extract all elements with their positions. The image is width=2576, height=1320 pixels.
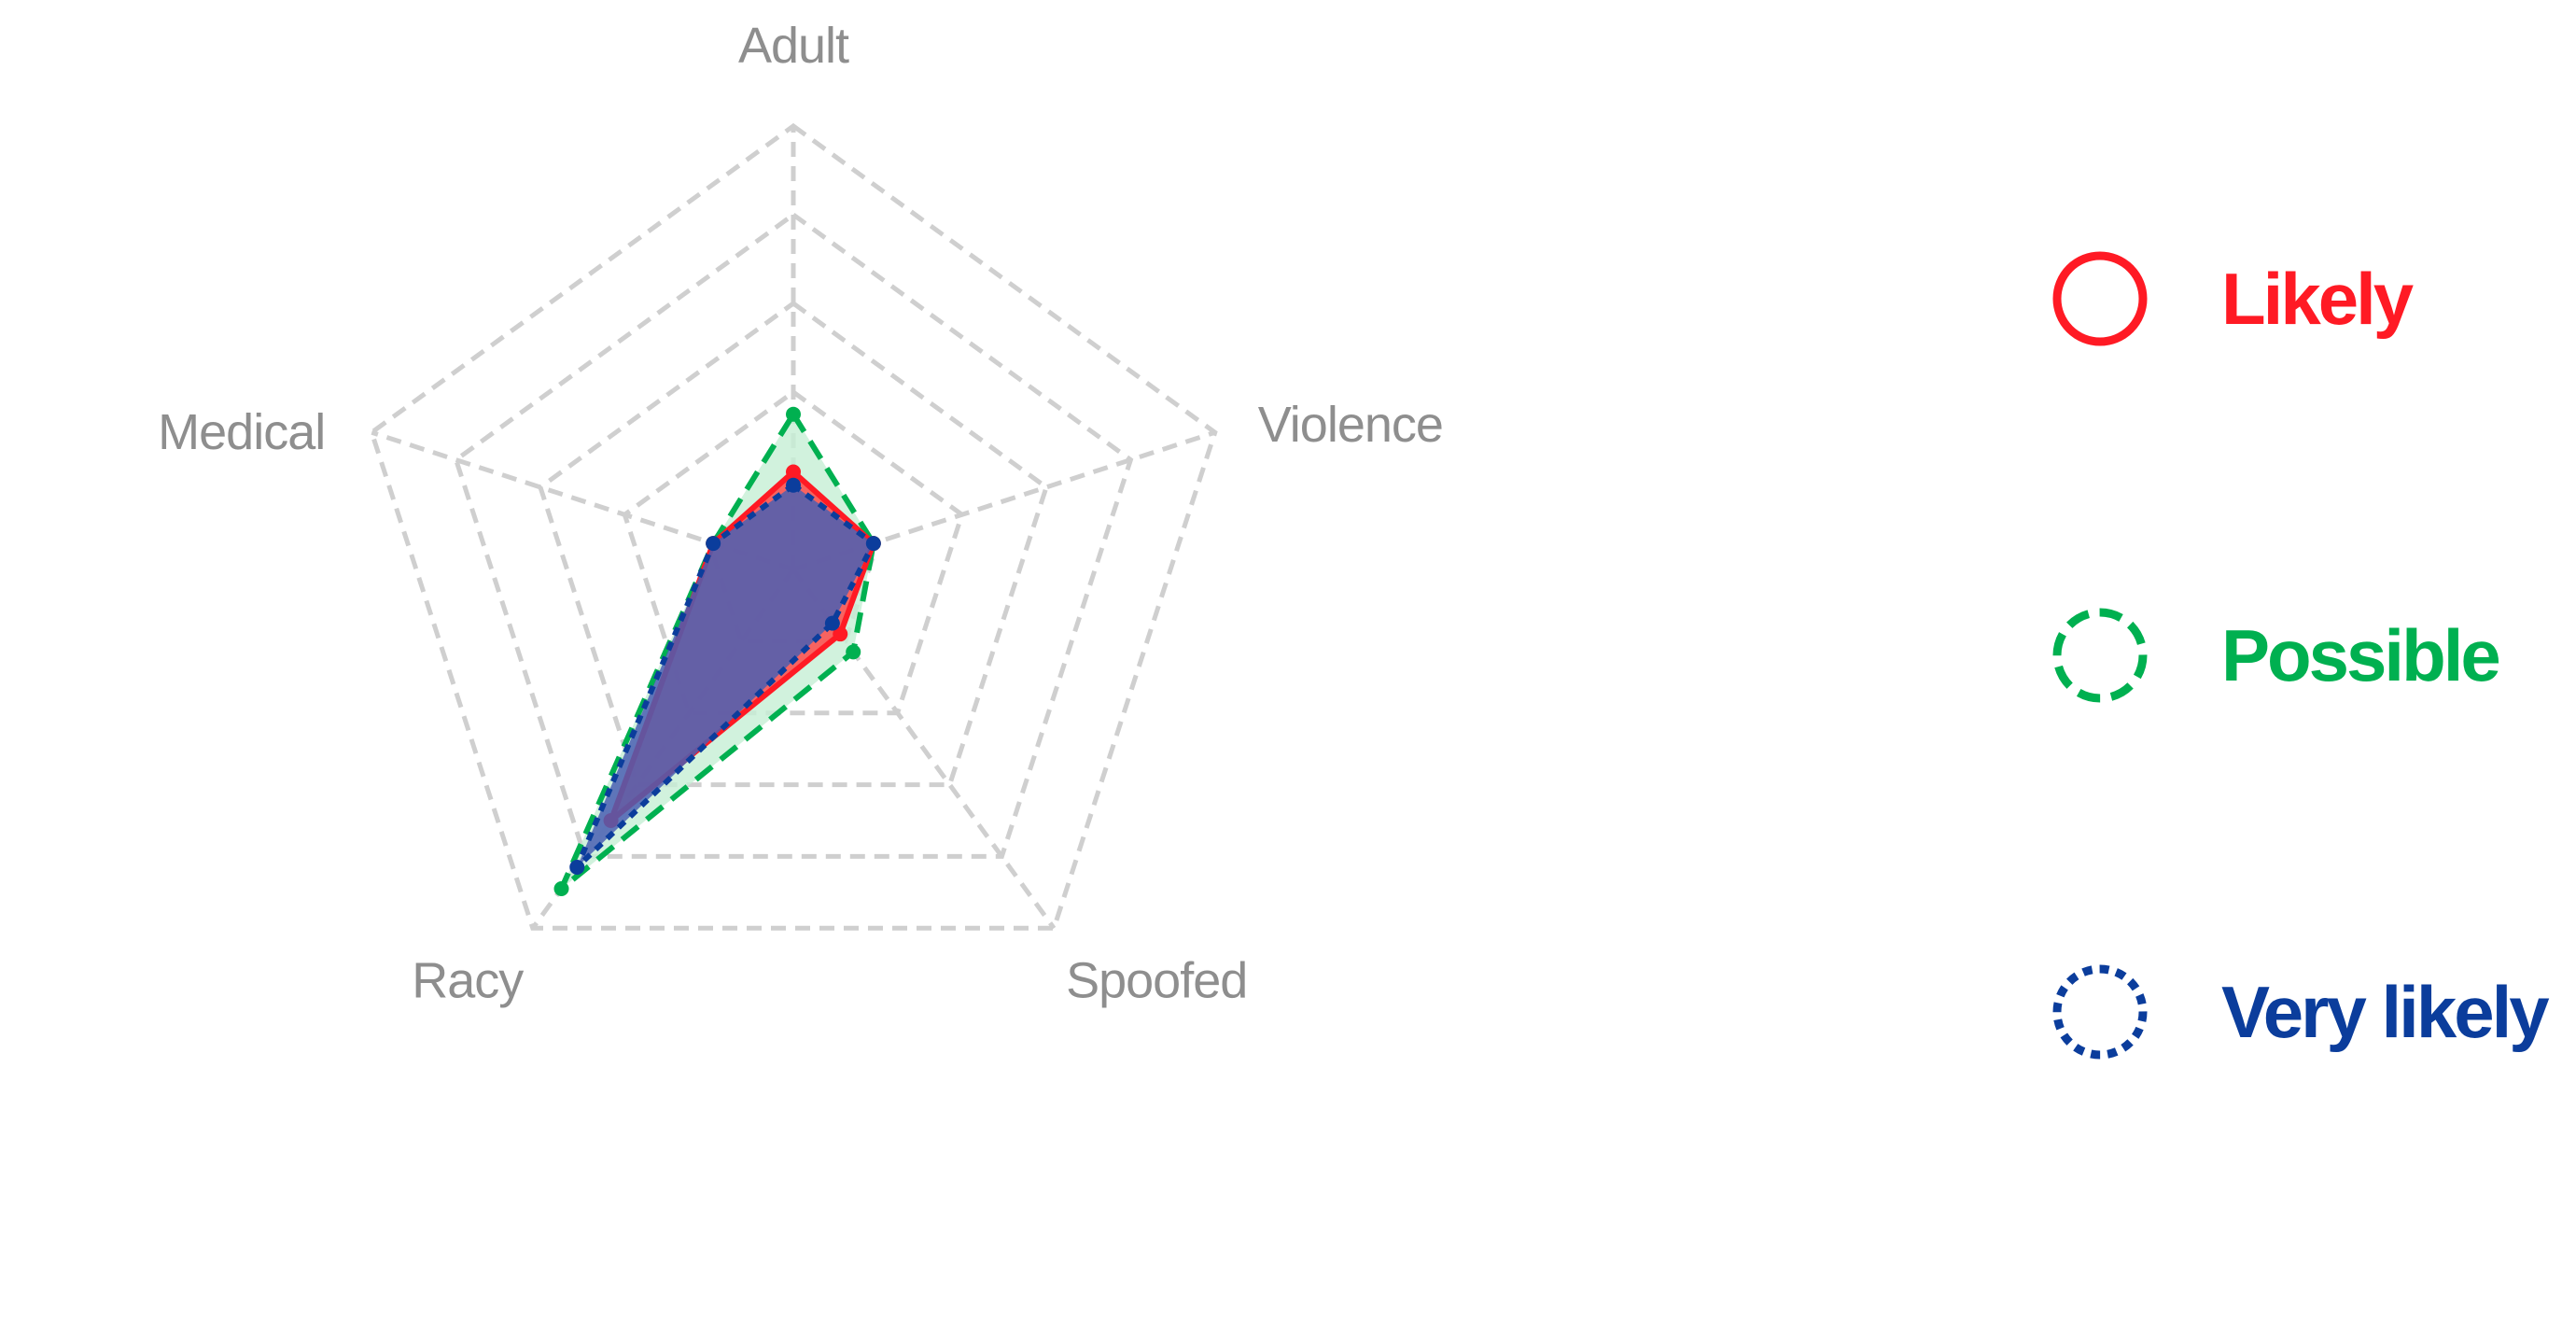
series-very-likely [569, 477, 881, 875]
data-point-likely-spoofed [833, 626, 848, 642]
axis-label-racy: Racy [412, 952, 524, 1008]
data-point-very-likely-medical [706, 536, 721, 552]
grid-ring [622, 388, 965, 716]
axis-labels: Adult Violence Spoofed Racy Medical [158, 18, 1444, 1008]
radar-series [553, 406, 881, 897]
series-area-very-likely [574, 482, 876, 870]
data-point-possible-adult [786, 406, 801, 422]
data-point-possible-racy [553, 881, 569, 897]
data-point-very-likely-spoofed [824, 615, 840, 631]
legend-item-possible: Possible [2052, 608, 2501, 703]
data-point-likely-adult [786, 464, 801, 480]
legend-marker-possible [2052, 608, 2148, 703]
data-point-very-likely-violence [865, 536, 881, 552]
legend-item-very-likely: Very likely [2052, 964, 2552, 1060]
data-point-possible-spoofed [846, 644, 861, 660]
legend-item-likely: Likely [2052, 251, 2416, 346]
grid-ring [369, 122, 1218, 931]
grid-ring [538, 300, 1049, 788]
data-point-very-likely-racy [569, 859, 585, 875]
axis-label-adult: Adult [738, 18, 849, 74]
legend: Likely Possible Very likely [2052, 251, 2552, 1060]
axis-label-spoofed: Spoofed [1066, 952, 1247, 1008]
axis-label-violence: Violence [1258, 397, 1443, 453]
legend-label-possible: Possible [2221, 614, 2499, 696]
legend-label-likely: Likely [2221, 258, 2414, 340]
grid-ring [453, 211, 1134, 859]
axis-label-medical: Medical [158, 404, 325, 460]
data-point-very-likely-adult [786, 477, 801, 493]
legend-marker-very-likely [2052, 964, 2148, 1060]
legend-label-very-likely: Very likely [2221, 971, 2549, 1053]
legend-marker-likely [2052, 251, 2148, 346]
